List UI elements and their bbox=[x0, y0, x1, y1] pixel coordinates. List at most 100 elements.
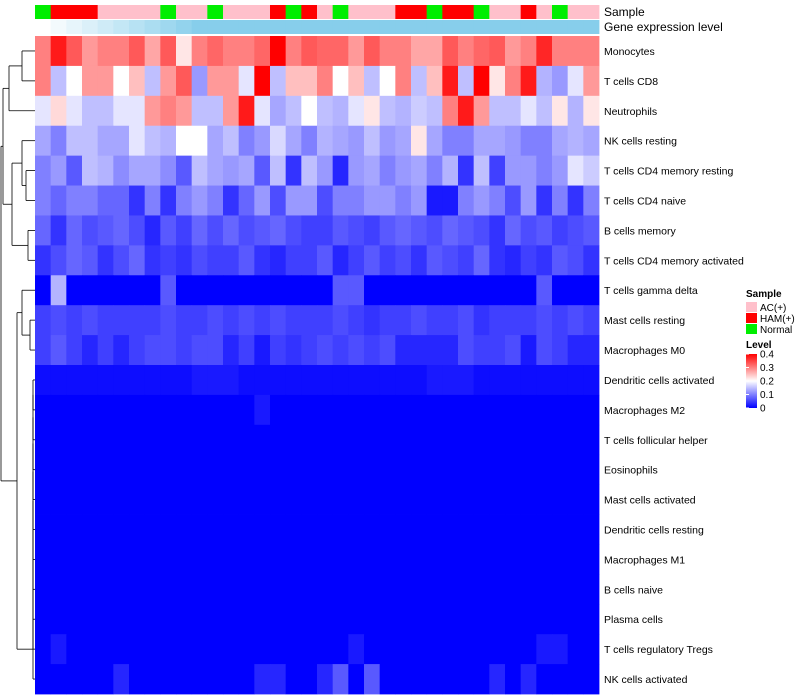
heatmap-cell bbox=[223, 125, 240, 157]
heatmap-cell bbox=[552, 394, 569, 426]
heatmap-cell bbox=[473, 634, 490, 665]
heatmap-cell bbox=[317, 95, 334, 127]
heatmap-cell bbox=[505, 484, 522, 515]
heatmap-cell bbox=[82, 95, 99, 127]
heatmap-cell bbox=[129, 544, 146, 575]
heatmap-cell bbox=[520, 664, 537, 695]
heatmap-cell bbox=[458, 335, 475, 366]
heatmap-cell bbox=[301, 604, 318, 635]
heatmap-cell bbox=[348, 155, 365, 186]
heatmap-cell bbox=[160, 604, 177, 635]
heatmap-cell bbox=[332, 155, 349, 186]
heatmap-cell bbox=[379, 335, 396, 366]
heatmap-cell bbox=[505, 574, 522, 605]
heatmap-cell bbox=[50, 125, 67, 157]
heatmap-cell bbox=[583, 544, 600, 575]
heatmap-cell bbox=[489, 634, 506, 665]
heatmap-cell bbox=[50, 394, 67, 426]
heatmap-cell bbox=[223, 215, 240, 246]
row-label: T cells CD8 bbox=[604, 76, 658, 88]
sample-annotation-cell bbox=[411, 5, 428, 19]
expression-annotation-bar bbox=[35, 20, 600, 34]
heatmap-cell bbox=[160, 664, 177, 695]
heatmap-cell bbox=[285, 544, 302, 575]
heatmap-cell bbox=[238, 574, 255, 605]
legend-tick-label: 0.1 bbox=[760, 390, 774, 401]
heatmap-cell bbox=[82, 215, 99, 246]
heatmap-cell bbox=[301, 454, 318, 486]
heatmap-cell bbox=[238, 36, 255, 67]
heatmap-cell bbox=[489, 245, 506, 276]
heatmap-cell bbox=[191, 95, 208, 127]
heatmap-cell bbox=[144, 275, 161, 306]
heatmap-cell bbox=[50, 664, 67, 695]
sample-annotation-cell bbox=[332, 5, 349, 19]
sample-annotation-cell bbox=[426, 5, 443, 19]
expression-annotation-cell bbox=[97, 20, 114, 34]
heatmap-cell bbox=[285, 604, 302, 635]
heatmap-cell bbox=[583, 185, 600, 216]
heatmap-cell bbox=[505, 664, 522, 695]
sample-annotation-cell bbox=[364, 5, 381, 19]
heatmap-cell bbox=[379, 604, 396, 635]
heatmap-cell bbox=[458, 514, 475, 545]
heatmap-cell bbox=[144, 185, 161, 216]
heatmap-cell bbox=[395, 424, 412, 456]
heatmap-cell bbox=[50, 454, 67, 486]
heatmap-cell bbox=[129, 484, 146, 515]
expression-annotation-cell bbox=[505, 20, 522, 34]
heatmap-cell bbox=[332, 365, 349, 396]
heatmap-cell bbox=[285, 275, 302, 306]
heatmap-cell bbox=[223, 604, 240, 635]
heatmap-cell bbox=[223, 484, 240, 515]
heatmap-cell bbox=[160, 245, 177, 276]
heatmap-cell bbox=[66, 484, 83, 515]
heatmap-cell bbox=[129, 305, 146, 336]
heatmap-cell bbox=[160, 365, 177, 396]
heatmap-cell bbox=[505, 634, 522, 665]
heatmap-cell bbox=[223, 36, 240, 67]
heatmap-cell bbox=[379, 95, 396, 127]
heatmap-cell bbox=[254, 574, 271, 605]
expression-annotation-cell bbox=[50, 20, 67, 34]
sample-annotation-cell bbox=[97, 5, 114, 19]
sample-annotation-cell bbox=[129, 5, 146, 19]
heatmap-cell bbox=[35, 185, 52, 216]
row-label: T cells regulatory Tregs bbox=[604, 644, 713, 656]
heatmap-cell bbox=[50, 275, 67, 306]
heatmap-cell bbox=[317, 275, 334, 306]
heatmap-cell bbox=[379, 634, 396, 665]
heatmap-cell bbox=[473, 305, 490, 336]
heatmap-cell bbox=[489, 185, 506, 216]
heatmap-cell bbox=[317, 65, 334, 97]
heatmap-cell bbox=[552, 514, 569, 545]
heatmap-cell bbox=[458, 245, 475, 276]
heatmap-cell bbox=[411, 454, 428, 486]
heatmap-cell bbox=[223, 574, 240, 605]
heatmap-cell bbox=[144, 394, 161, 426]
heatmap-cell bbox=[411, 484, 428, 515]
heatmap-cell bbox=[144, 574, 161, 605]
heatmap-cell bbox=[411, 95, 428, 127]
heatmap-cell bbox=[567, 544, 584, 575]
heatmap-cell bbox=[144, 664, 161, 695]
heatmap-cell bbox=[458, 185, 475, 216]
heatmap-cell bbox=[364, 125, 381, 157]
heatmap-cell bbox=[473, 424, 490, 456]
heatmap-cell bbox=[129, 215, 146, 246]
heatmap-cell bbox=[536, 514, 553, 545]
heatmap-cell bbox=[536, 574, 553, 605]
heatmap-cell bbox=[379, 664, 396, 695]
expression-annotation-cell bbox=[317, 20, 334, 34]
heatmap-cell bbox=[254, 394, 271, 426]
heatmap-cell bbox=[223, 514, 240, 545]
heatmap-cell bbox=[458, 454, 475, 486]
heatmap-cell bbox=[144, 514, 161, 545]
heatmap-cell bbox=[66, 454, 83, 486]
heatmap-cell bbox=[113, 424, 130, 456]
heatmap-cell bbox=[520, 574, 537, 605]
heatmap-cell bbox=[144, 215, 161, 246]
heatmap-cell bbox=[238, 454, 255, 486]
heatmap-cell bbox=[489, 604, 506, 635]
heatmap-cell bbox=[379, 574, 396, 605]
